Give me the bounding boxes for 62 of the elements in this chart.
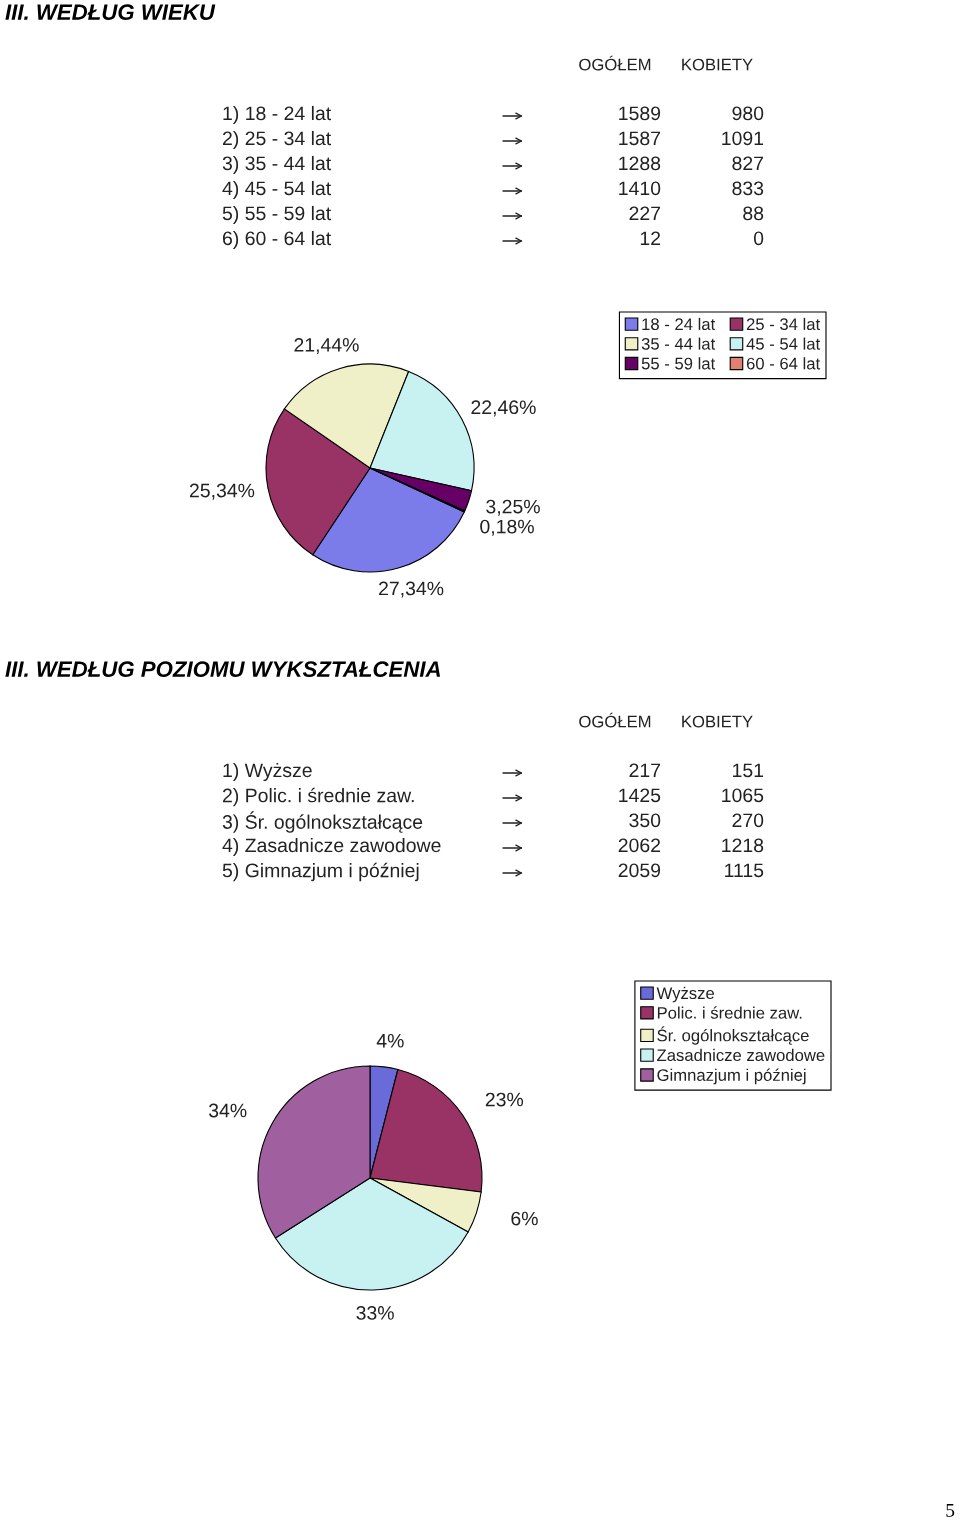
data-label: 350	[629, 813, 661, 828]
text: KOBIETY	[682, 58, 753, 71]
data-label: 1218	[722, 838, 764, 853]
legend-label: Polic. i średnie zaw.	[657, 1006, 802, 1019]
data-label: 980	[732, 106, 764, 121]
text: OGÓŁEM	[579, 55, 651, 71]
data-label: 6%	[511, 1211, 538, 1226]
data-label: 151	[733, 763, 764, 778]
category-label: 3) 35 - 44 lat	[222, 155, 332, 175]
legend-label: 18 - 24 lat	[642, 317, 716, 331]
data-label: 1425	[619, 788, 661, 803]
data-label: 0,18%	[480, 519, 534, 536]
data-label: 227	[629, 206, 661, 221]
data-label: 2059	[618, 863, 661, 878]
data-label: 12	[640, 231, 661, 246]
data-label: 270	[732, 813, 764, 828]
data-label: 21,44%	[294, 337, 359, 355]
data-label: 1410	[619, 181, 661, 196]
text: 5	[946, 1503, 955, 1517]
data-label: 3,25%	[486, 499, 540, 516]
category-label: 1) 18 - 24 lat	[223, 105, 332, 125]
legend-label: 45 - 54 lat	[746, 337, 821, 350]
data-label: 1589	[619, 106, 661, 121]
category-label: 2) 25 - 34 lat	[222, 130, 332, 150]
legend-label: Zasadnicze zawodowe	[657, 1048, 825, 1062]
data-label: 833	[732, 181, 764, 196]
data-label: 4%	[376, 1033, 404, 1048]
data-label: 88	[743, 206, 764, 221]
data-label: 827	[732, 156, 764, 171]
data-label: 23%	[485, 1092, 524, 1107]
category-label: 5) Gimnazjum i później	[222, 862, 419, 882]
text: OGÓŁEM	[579, 712, 651, 728]
data-label: 1091	[722, 131, 764, 146]
text: III. WEDŁUG POZIOMU WYKSZTAŁCENIA	[5, 661, 440, 677]
category-label: 2) Polic. i średnie zaw.	[222, 787, 414, 807]
text: KOBIETY	[682, 715, 753, 728]
category-label: 5) 55 - 59 lat	[222, 205, 332, 225]
data-label: 27,34%	[379, 581, 444, 598]
legend-label: 35 - 44 lat	[641, 337, 716, 350]
data-label: 1587	[619, 131, 661, 146]
legend-label: 60 - 64 lat	[746, 357, 821, 370]
category-label: 1) Wyższe	[223, 762, 312, 782]
legend-label: Wyższe	[656, 986, 715, 1003]
legend-label: Śr. ogólnokształcące	[657, 1026, 809, 1045]
data-label: 2062	[618, 838, 661, 853]
category-label: 6) 60 - 64 lat	[222, 230, 332, 250]
data-label: 1115	[725, 863, 764, 878]
data-label: 25,34%	[189, 483, 255, 500]
category-label: 4) 45 - 54 lat	[222, 180, 332, 200]
data-label: 0	[753, 231, 764, 246]
text: III. WEDŁUG WIEKU	[5, 4, 216, 20]
legend-label: Gimnazjum i później	[657, 1068, 806, 1085]
data-label: 34%	[208, 1103, 247, 1118]
legend-label: 55 - 59 lat	[641, 357, 716, 370]
category-label: 3) Śr. ogólnokształcące	[222, 811, 423, 833]
data-label: 22,46%	[471, 400, 536, 417]
legend-label: 25 - 34 lat	[746, 317, 821, 331]
data-label: 1065	[722, 788, 764, 803]
category-label: 4) Zasadnicze zawodowe	[222, 837, 441, 857]
data-label: 217	[629, 763, 661, 778]
data-label: 33%	[356, 1306, 394, 1320]
data-label: 1288	[619, 156, 661, 171]
